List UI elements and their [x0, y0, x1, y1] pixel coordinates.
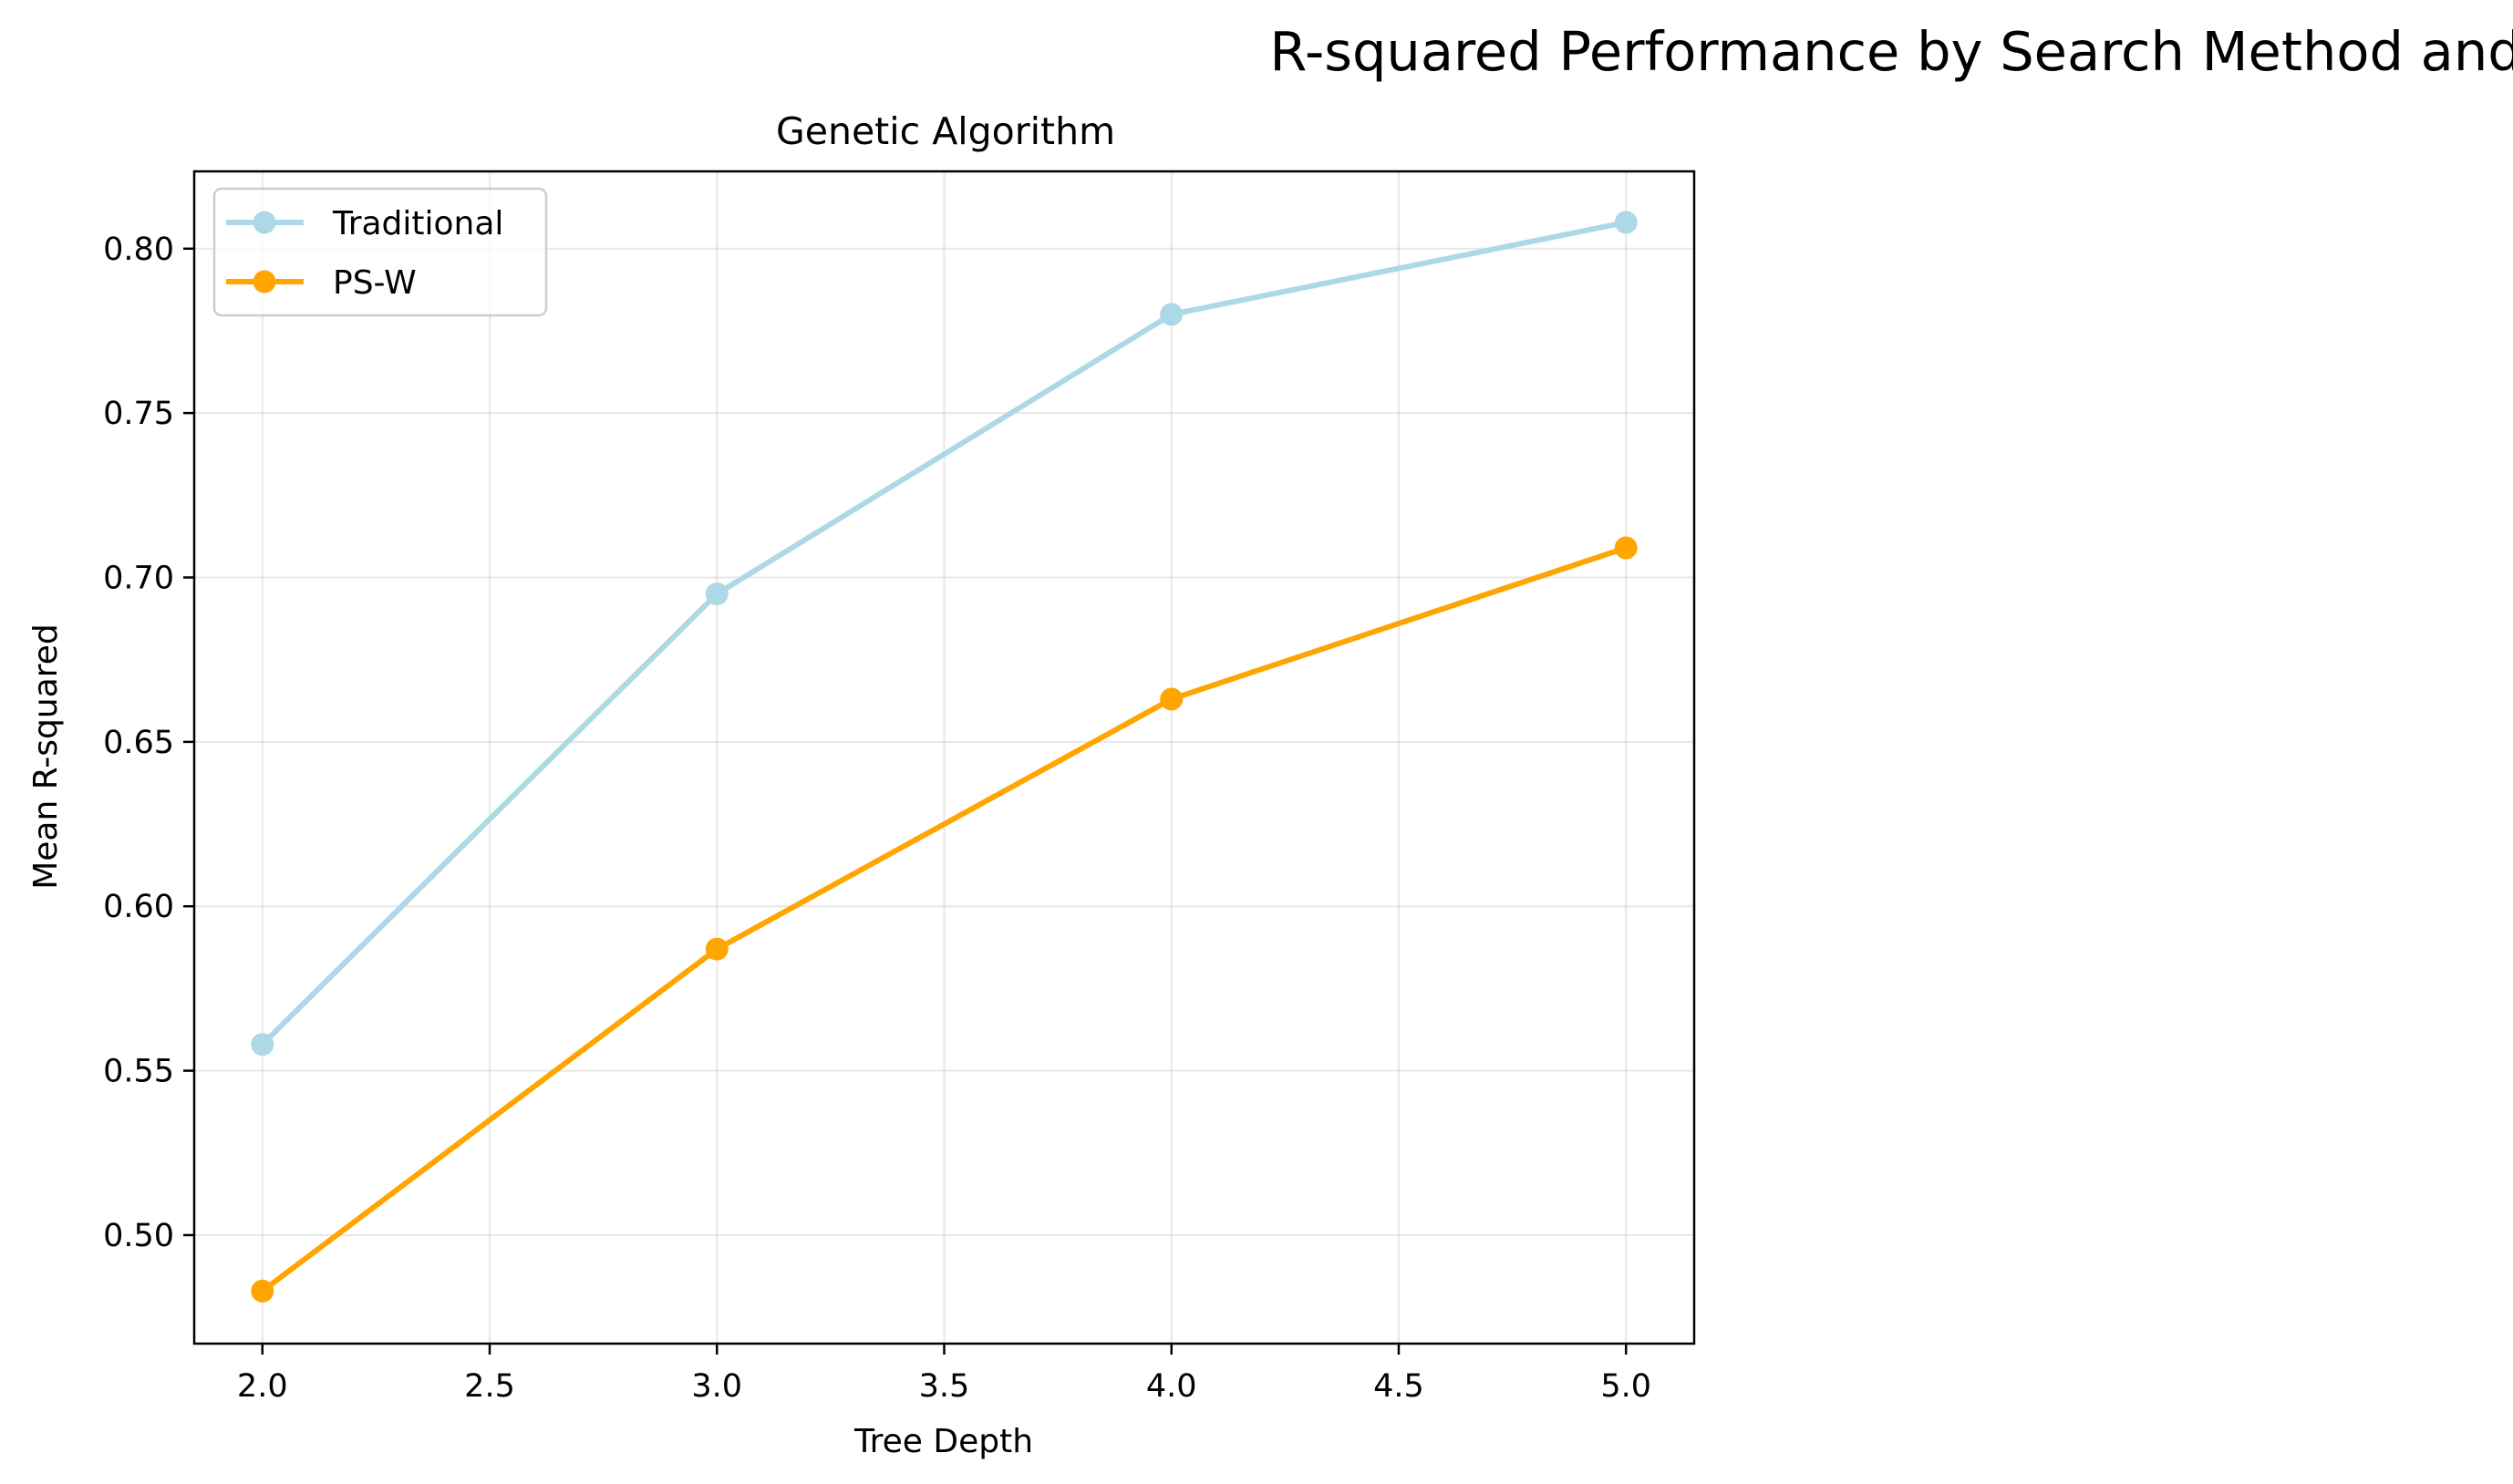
y-tick-label: 0.80	[103, 232, 174, 268]
y-tick-label: 0.75	[103, 396, 174, 432]
legend-swatch-marker	[253, 270, 276, 294]
series-layer	[251, 211, 1638, 1303]
legend-label: Traditional	[332, 205, 503, 242]
x-tick-label: 3.5	[919, 1368, 970, 1405]
y-tick-label: 0.65	[103, 725, 174, 761]
data-point	[705, 582, 729, 606]
y-axis-label: Mean R-squared	[27, 623, 65, 890]
y-axis-ticks: 0.50 0.55 0.60 0.65 0.70 0.75 0.80	[103, 232, 194, 1254]
legend-swatch-marker	[253, 211, 276, 234]
x-tick-label: 3.0	[691, 1368, 742, 1405]
data-point	[1614, 536, 1638, 560]
x-axis-label: Tree Depth	[853, 1423, 1033, 1460]
figure-title: R-squared Performance by Search Method a…	[1269, 20, 2513, 83]
legend: Traditional PS-W	[212, 187, 548, 317]
x-tick-label: 4.5	[1373, 1368, 1424, 1405]
grid-lines	[194, 171, 1694, 1344]
x-tick-label: 5.0	[1600, 1368, 1651, 1405]
data-point	[705, 937, 729, 961]
y-tick-label: 0.55	[103, 1054, 174, 1090]
data-point	[251, 1279, 274, 1303]
x-axis-ticks: 2.0 2.5 3.0 3.5 4.0 4.5 5.0	[237, 1344, 1651, 1405]
y-tick-label: 0.70	[103, 561, 174, 597]
series-line-1	[259, 545, 1629, 1294]
data-point	[1160, 687, 1184, 711]
data-point	[251, 1033, 274, 1056]
x-tick-label: 2.0	[237, 1368, 288, 1405]
legend-label: PS-W	[333, 264, 417, 302]
data-point	[1160, 303, 1184, 326]
x-tick-label: 4.0	[1146, 1368, 1197, 1405]
y-tick-label: 0.50	[103, 1218, 174, 1254]
data-point	[1614, 211, 1638, 234]
series-line-0	[259, 219, 1629, 1047]
y-tick-label: 0.60	[103, 889, 174, 925]
chart-title: Genetic Algorithm	[776, 109, 1115, 153]
x-tick-label: 2.5	[464, 1368, 515, 1405]
